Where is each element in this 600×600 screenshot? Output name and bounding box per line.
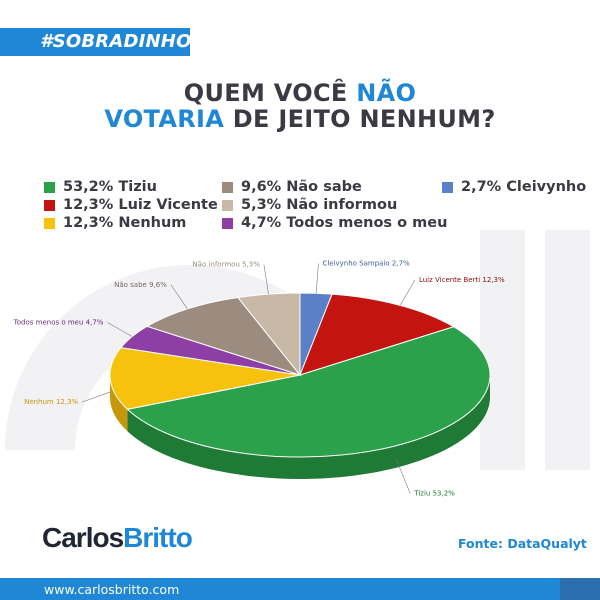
leader-line [395, 458, 411, 494]
title-part-highlight: VOTARIA [104, 105, 233, 133]
hashtag-label: #SOBRADINHO [40, 31, 192, 52]
data-label: Tiziu 53,2% [413, 490, 455, 498]
data-label: Não informou 5,3% [192, 261, 260, 269]
data-label: Luiz Vicente Berti 12,3% [419, 276, 505, 284]
legend-label: 12,3% Nenhum [63, 215, 187, 231]
legend-item-todos-menos-o-meu: 4,7% Todos menos o meu [222, 215, 447, 231]
data-label: Cleivynho Sampaio 2,7% [322, 259, 410, 267]
legend-label: 2,7% Cleivynho [461, 179, 587, 195]
legend-label: 53,2% Tiziu [63, 179, 157, 195]
pie-slice [145, 296, 302, 376]
pie-side-group [110, 375, 491, 479]
pie-slice [299, 293, 455, 376]
data-label: Todos menos o meu 4,7% [13, 318, 104, 326]
footer-bar [0, 578, 600, 600]
leader-line [399, 279, 416, 306]
legend-swatch [222, 217, 233, 229]
brand-name-part1: Carlos [42, 522, 124, 553]
brand-name-part2: Britto [123, 522, 193, 553]
legend-item-tiziu: 53,2% Tiziu [44, 179, 157, 195]
leader-line [82, 391, 111, 403]
legend-swatch [44, 181, 55, 193]
legend-label: 9,6% Não sabe [241, 179, 362, 195]
data-label: Nenhum 12,3% [24, 398, 78, 406]
pie-slice [237, 292, 301, 377]
legend-label: 5,3% Não informou [241, 197, 398, 213]
legend-swatch [222, 181, 233, 193]
legend-label: 4,7% Todos menos o meu [241, 215, 448, 231]
title-line-1: QUEM VOCÊ NÃO [0, 78, 600, 108]
footer-accent [560, 578, 600, 600]
legend-item-nao-sabe: 9,6% Não sabe [222, 179, 362, 195]
data-label: Não sabe 9,6% [114, 281, 167, 289]
footer-url: www.carlosbritto.com [44, 582, 180, 597]
legend-swatch [44, 217, 55, 229]
legend-item-nenhum: 12,3% Nenhum [44, 215, 186, 231]
leader-line [315, 263, 319, 294]
source-note: Fonte: DataQualyt [458, 536, 587, 551]
legend-swatch [222, 199, 233, 211]
pie-slice [126, 326, 491, 458]
title-part: QUEM VOCÊ [183, 79, 357, 107]
legend-item-cleivynho: 2,7% Cleivynho [442, 179, 586, 195]
pie-slice-side [110, 375, 128, 432]
leader-line [107, 322, 133, 337]
legend-item-luiz-vicente: 12,3% Luiz Vicente [44, 197, 218, 213]
title-part: DE JEITO NENHUM? [232, 105, 496, 133]
title-part-highlight: NÃO [356, 79, 417, 107]
legend-label: 12,3% Luiz Vicente [63, 197, 218, 213]
legend-swatch [442, 181, 453, 193]
pie-slice-side [127, 375, 491, 479]
leader-line [170, 284, 188, 310]
title-line-2: VOTARIA DE JEITO NENHUM? [0, 104, 600, 134]
leader-line [263, 264, 269, 295]
legend-swatch [44, 199, 55, 211]
hashtag-banner [0, 28, 190, 56]
legend-item-nao-informou: 5,3% Não informou [222, 197, 397, 213]
brand-logo: CarlosBritto [42, 522, 193, 554]
pie-slice [109, 347, 301, 410]
